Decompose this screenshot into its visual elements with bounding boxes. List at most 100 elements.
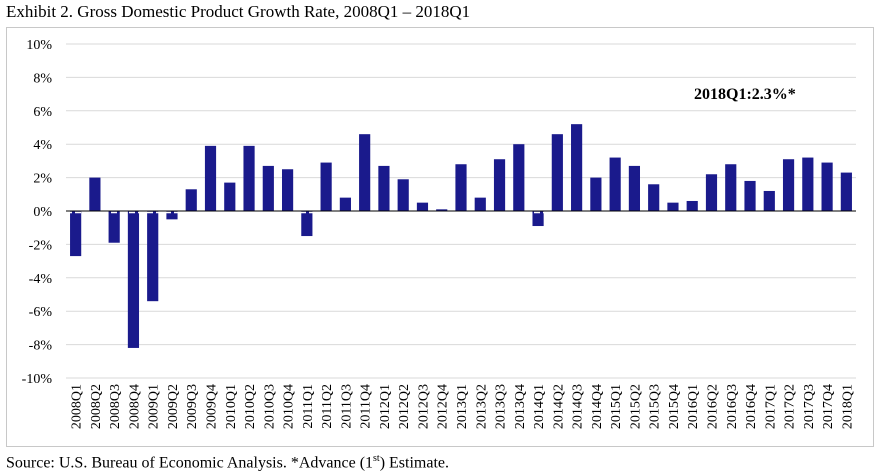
x-tick-label: 2016Q1 (686, 384, 701, 429)
bar-2014Q1 (532, 211, 544, 227)
x-tick-label: 2015Q1 (609, 384, 624, 429)
x-tick-label: 2009Q1 (147, 384, 162, 429)
latest-value-annotation: 2018Q1:2.3%* (694, 86, 796, 103)
bar-2010Q3 (262, 165, 274, 211)
bar-2015Q2 (628, 165, 641, 211)
bar-2008Q1 (70, 211, 82, 257)
y-tick-label: 0% (33, 205, 52, 220)
bar-2011Q2 (320, 162, 332, 211)
x-tick-label: 2014Q1 (532, 384, 547, 429)
x-tick-label: 2013Q4 (513, 384, 528, 429)
bar-2014Q4 (590, 177, 602, 211)
bar-2017Q1 (763, 190, 775, 211)
bar-2016Q1 (686, 200, 698, 211)
y-tick-label: 10% (26, 38, 52, 53)
x-tick-label: 2016Q4 (744, 384, 759, 429)
x-tick-label: 2011Q2 (320, 384, 335, 429)
x-tick-label: 2015Q3 (648, 384, 663, 429)
y-tick-label: -8% (29, 339, 53, 354)
source-note: Source: U.S. Bureau of Economic Analysis… (6, 453, 449, 472)
bar-2008Q3 (108, 211, 120, 243)
x-tick-label: 2010Q3 (262, 384, 277, 429)
bar-2016Q3 (725, 164, 737, 211)
y-tick-label: -4% (29, 272, 53, 287)
bar-2014Q3 (571, 124, 583, 211)
bar-2008Q2 (89, 177, 101, 211)
chart-frame (6, 27, 874, 447)
x-tick-label: 2010Q4 (282, 384, 297, 429)
bar-2016Q4 (744, 180, 756, 211)
bar-2009Q3 (185, 189, 197, 211)
x-tick-label: 2010Q1 (224, 384, 239, 429)
x-tick-label: 2017Q3 (802, 384, 817, 429)
y-tick-label: 2% (33, 172, 52, 187)
bar-2011Q1 (301, 211, 313, 237)
x-tick-label: 2009Q2 (166, 384, 181, 429)
bar-2015Q3 (648, 184, 660, 211)
y-tick-label: 4% (33, 138, 52, 153)
bar-2017Q4 (821, 162, 833, 211)
bar-2017Q2 (782, 159, 795, 211)
bar-2013Q1 (455, 164, 467, 211)
x-tick-label: 2017Q2 (783, 384, 798, 429)
bar-2016Q2 (705, 174, 718, 211)
source-text-after: ) Estimate. (379, 454, 450, 472)
bar-2015Q1 (609, 157, 621, 211)
x-tick-label: 2015Q4 (667, 384, 682, 429)
bar-2011Q4 (359, 134, 371, 211)
x-tick-label: 2018Q1 (840, 384, 855, 429)
x-tick-label: 2015Q2 (628, 384, 643, 429)
x-tick-label: 2008Q1 (70, 384, 85, 429)
x-tick-label: 2012Q1 (378, 384, 393, 429)
x-tick-label: 2008Q4 (127, 384, 142, 429)
x-tick-label: 2008Q3 (108, 384, 123, 429)
y-tick-label: -2% (29, 238, 53, 253)
x-tick-label: 2009Q4 (205, 384, 220, 429)
bar-2012Q1 (378, 165, 390, 211)
x-tick-label: 2013Q3 (494, 384, 509, 429)
bar-2010Q1 (224, 182, 236, 211)
x-axis-ticks: 2008Q1 2008Q2 2008Q3 2008Q4 2009Q1 2009Q2 2009… (70, 384, 856, 429)
x-tick-label: 2013Q2 (474, 384, 489, 429)
x-tick-label: 2011Q1 (301, 384, 316, 429)
bar-2012Q2 (397, 179, 409, 211)
x-tick-label: 2008Q2 (89, 384, 104, 429)
x-tick-label: 2014Q4 (590, 384, 605, 429)
x-tick-label: 2012Q2 (397, 384, 412, 429)
gridlines (66, 43, 856, 379)
bar-2008Q4 (127, 211, 140, 348)
bar-2012Q4 (436, 209, 448, 211)
x-tick-label: 2011Q3 (339, 384, 354, 429)
y-tick-label: 6% (33, 105, 52, 120)
bar-2009Q4 (204, 145, 217, 211)
x-tick-label: 2012Q4 (436, 384, 451, 429)
x-tick-label: 2014Q2 (551, 384, 566, 429)
x-tick-label: 2010Q2 (243, 384, 258, 429)
bar-2015Q4 (667, 202, 679, 211)
bar-2012Q3 (416, 202, 429, 211)
bar-2018Q1 (840, 172, 852, 211)
bar-2017Q3 (802, 157, 814, 211)
bar-2013Q4 (513, 144, 525, 211)
x-tick-label: 2013Q1 (455, 384, 470, 429)
bar-2010Q4 (281, 169, 294, 211)
x-tick-label: 2016Q3 (725, 384, 740, 429)
bar-2013Q3 (493, 159, 506, 211)
x-tick-label: 2014Q3 (571, 384, 586, 429)
x-tick-label: 2011Q4 (359, 384, 374, 429)
bar-2014Q2 (551, 134, 563, 211)
bar-2010Q2 (243, 145, 255, 211)
chart-title: Exhibit 2. Gross Domestic Product Growth… (6, 2, 471, 21)
x-tick-label: 2017Q1 (763, 384, 778, 429)
bar-2011Q3 (339, 197, 351, 211)
source-text: Source: U.S. Bureau of Economic Analysis… (6, 454, 374, 472)
y-axis-ticks: 10% 8% 6% 4% 2% 0% -2% -4% -6% -8% -10% (22, 38, 53, 387)
y-tick-label: -10% (22, 372, 53, 387)
x-tick-label: 2017Q4 (821, 384, 836, 429)
bars (66, 124, 856, 348)
bar-2013Q2 (474, 197, 486, 211)
y-tick-label: 8% (33, 71, 52, 86)
x-tick-label: 2016Q2 (705, 384, 720, 429)
bar-2009Q1 (147, 211, 159, 302)
